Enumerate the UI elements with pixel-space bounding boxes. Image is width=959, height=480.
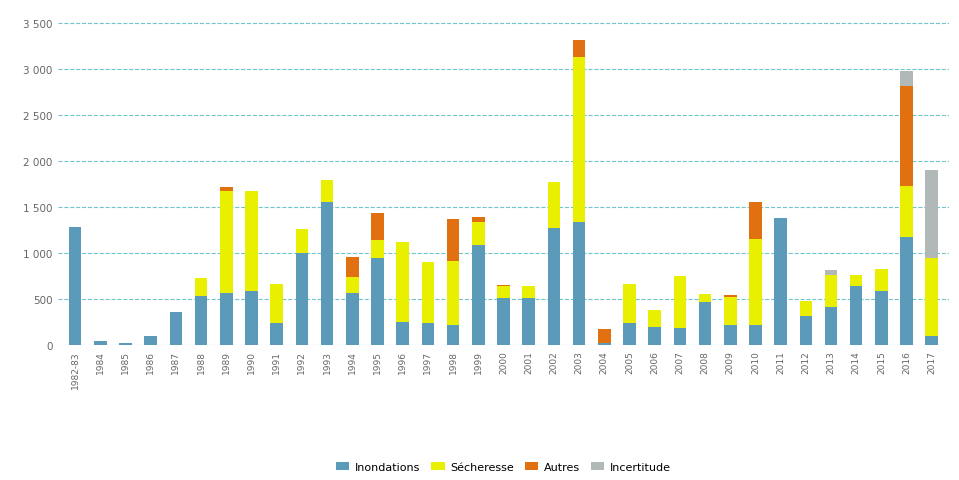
Bar	[850, 275, 862, 286]
Bar	[825, 271, 837, 275]
Bar	[371, 240, 384, 258]
Bar	[724, 326, 737, 346]
Bar	[195, 278, 207, 297]
Bar	[548, 229, 560, 346]
Bar	[724, 298, 737, 326]
Bar	[497, 287, 510, 299]
Bar	[472, 222, 484, 245]
Bar	[925, 336, 938, 346]
Bar	[648, 327, 661, 346]
Bar	[699, 303, 712, 346]
Bar	[497, 299, 510, 346]
Bar	[447, 262, 459, 325]
Bar	[497, 286, 510, 287]
Bar	[422, 323, 434, 346]
Bar	[396, 242, 409, 323]
Bar	[69, 228, 82, 346]
Bar	[371, 214, 384, 240]
Bar	[246, 192, 258, 291]
Bar	[623, 285, 636, 323]
Bar	[472, 218, 484, 222]
Bar	[901, 238, 913, 346]
Bar	[800, 301, 812, 316]
Bar	[170, 312, 182, 346]
Bar	[246, 291, 258, 346]
Bar	[901, 186, 913, 238]
Bar	[800, 316, 812, 346]
Bar	[321, 202, 334, 346]
Bar	[396, 323, 409, 346]
Bar	[523, 287, 535, 299]
Bar	[447, 220, 459, 262]
Bar	[673, 329, 686, 346]
Bar	[220, 293, 233, 346]
Bar	[371, 258, 384, 346]
Bar	[699, 295, 712, 303]
Bar	[220, 187, 233, 192]
Legend: Inondations, Sécheresse, Autres, Incertitude: Inondations, Sécheresse, Autres, Incerti…	[332, 457, 675, 476]
Bar	[901, 87, 913, 186]
Bar	[295, 229, 308, 253]
Bar	[623, 323, 636, 346]
Bar	[774, 219, 787, 346]
Bar	[472, 245, 484, 346]
Bar	[925, 258, 938, 336]
Bar	[295, 253, 308, 346]
Bar	[195, 297, 207, 346]
Bar	[875, 291, 888, 346]
Bar	[94, 341, 106, 346]
Bar	[724, 295, 737, 298]
Bar	[673, 276, 686, 329]
Bar	[548, 182, 560, 229]
Bar	[825, 307, 837, 346]
Bar	[573, 41, 585, 58]
Bar	[220, 192, 233, 293]
Bar	[598, 343, 611, 346]
Bar	[346, 257, 359, 277]
Bar	[901, 72, 913, 87]
Bar	[925, 171, 938, 258]
Bar	[875, 269, 888, 291]
Bar	[648, 311, 661, 327]
Bar	[346, 293, 359, 346]
Bar	[850, 286, 862, 346]
Bar	[119, 343, 131, 346]
Bar	[749, 325, 761, 346]
Bar	[422, 263, 434, 323]
Bar	[825, 275, 837, 307]
Bar	[270, 323, 283, 346]
Bar	[523, 299, 535, 346]
Bar	[346, 277, 359, 293]
Bar	[749, 240, 761, 325]
Bar	[270, 285, 283, 323]
Bar	[321, 181, 334, 202]
Bar	[598, 329, 611, 343]
Bar	[749, 203, 761, 240]
Bar	[447, 325, 459, 346]
Bar	[573, 58, 585, 222]
Bar	[145, 336, 157, 346]
Bar	[573, 222, 585, 346]
